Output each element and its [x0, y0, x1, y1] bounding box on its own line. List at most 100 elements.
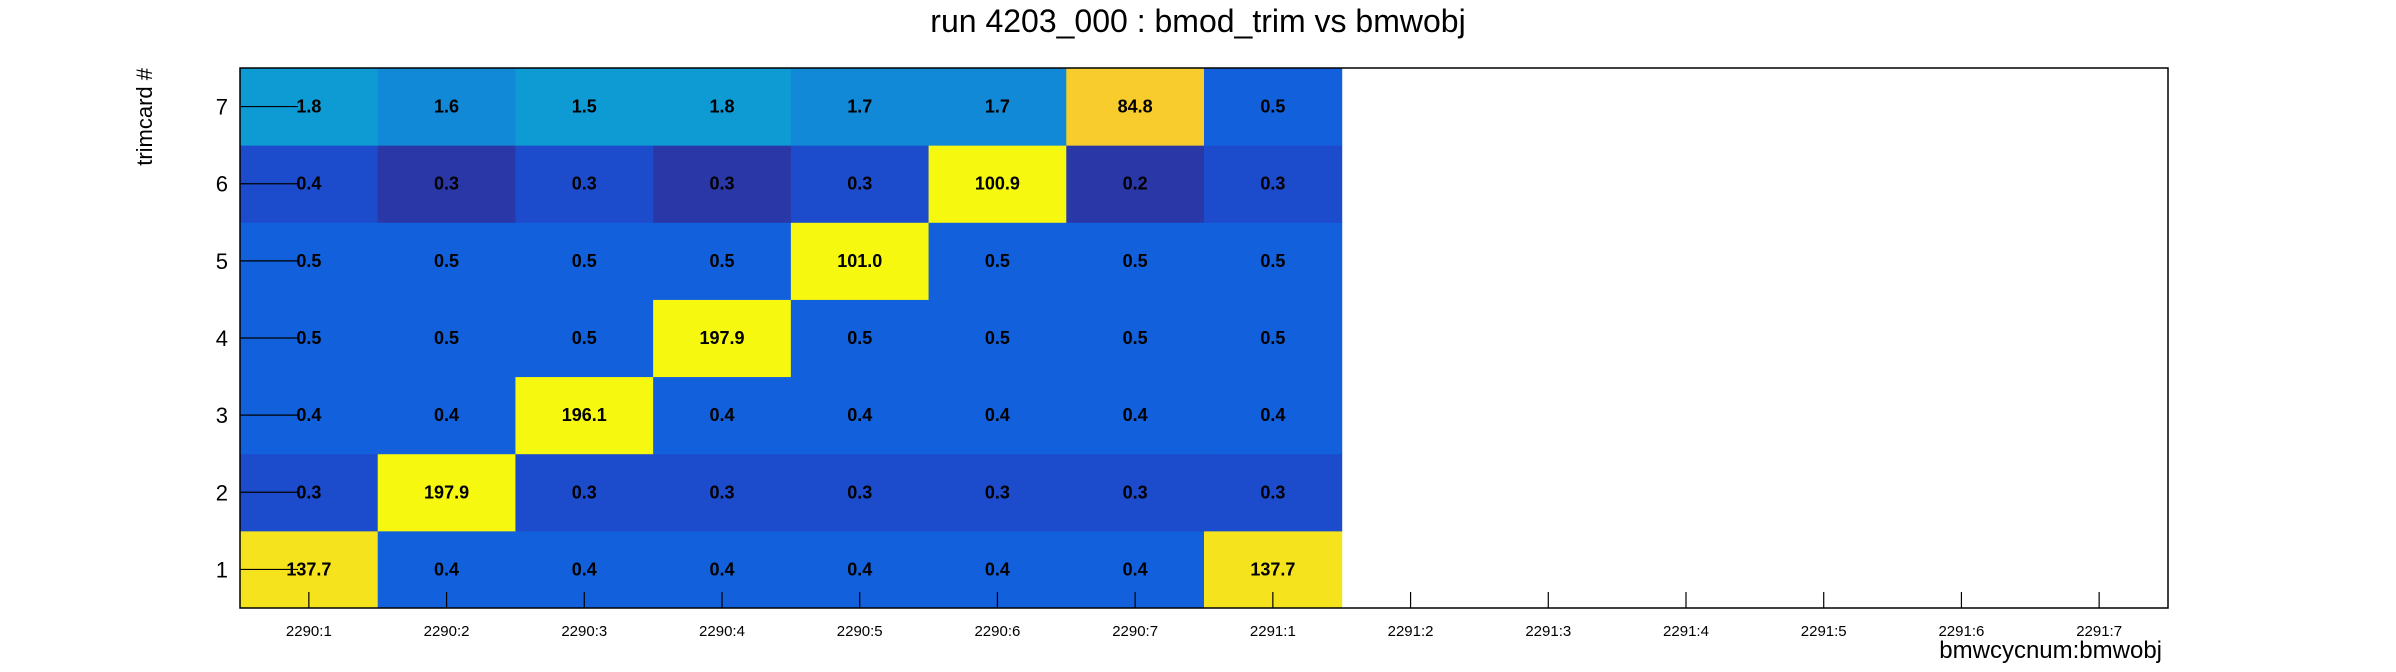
- heatmap-cell: [928, 453, 1067, 532]
- heatmap-cell: [653, 145, 792, 223]
- cell-value-label: 0.4: [847, 559, 872, 579]
- cell-value-label: 0.4: [296, 405, 321, 425]
- cell-value-label: 0.4: [709, 405, 734, 425]
- cell-value-label: 1.5: [572, 97, 597, 117]
- heatmap-cell: [515, 453, 654, 532]
- x-tick-label: 2290:2: [424, 623, 470, 640]
- heatmap-cell: [377, 68, 516, 146]
- cell-value-label: 0.3: [1260, 174, 1285, 194]
- cell-value-label: 0.4: [434, 405, 459, 425]
- heatmap-cell: [790, 453, 930, 532]
- x-tick-label: 2291:5: [1801, 623, 1847, 640]
- heatmap-cell: [1204, 453, 1343, 532]
- heatmap-cell: [1204, 68, 1343, 146]
- cell-value-label: 1.7: [985, 97, 1010, 117]
- cell-value-label: 0.4: [1123, 405, 1148, 425]
- y-tick-label: 3: [216, 403, 228, 428]
- heatmap-cell: [653, 453, 792, 532]
- x-tick-label: 2291:2: [1388, 623, 1434, 640]
- cell-value-label: 101.0: [837, 251, 882, 271]
- cell-value-label: 0.4: [985, 559, 1010, 579]
- x-axis: 2290:1 2290:2 2290:3 2290:4 2290:5 2290:6 2290…: [286, 592, 2122, 640]
- heatmap-cell: [515, 299, 654, 378]
- heatmap-cell: [928, 299, 1067, 378]
- heatmap-cell: [790, 376, 930, 455]
- heatmap-cell: [515, 222, 654, 300]
- heatmap-cell: [790, 222, 930, 300]
- cell-value-label: 0.4: [709, 559, 734, 579]
- heatmap-cell: [928, 145, 1067, 223]
- cell-value-label: 0.4: [985, 405, 1010, 425]
- cell-value-label: 0.3: [572, 482, 597, 502]
- heatmap-cell: [377, 299, 516, 378]
- cell-value-label: 84.8: [1118, 97, 1153, 117]
- cell-value-label: 0.5: [1260, 97, 1285, 117]
- cell-value-label: 1.8: [709, 97, 734, 117]
- cell-value-label: 100.9: [975, 174, 1020, 194]
- cell-value-label: 0.5: [709, 251, 734, 271]
- cell-value-label: 0.3: [985, 482, 1010, 502]
- heatmap-cell: [1204, 299, 1343, 378]
- cell-value-label: 0.3: [1260, 482, 1285, 502]
- heatmap-cell: [790, 68, 930, 146]
- y-axis: 1 2 3 4 5 6 7: [216, 95, 298, 582]
- heatmap-cell: [653, 376, 792, 455]
- cell-value-label: 0.4: [572, 559, 597, 579]
- cell-value-label: 0.5: [434, 251, 459, 271]
- cell-value-label: 0.3: [709, 482, 734, 502]
- cell-value-label: 0.5: [1123, 328, 1148, 348]
- x-tick-label: 2290:1: [286, 623, 332, 640]
- cell-value-label: 0.5: [296, 328, 321, 348]
- y-tick-label: 6: [216, 172, 228, 197]
- cell-value-label: 0.5: [572, 251, 597, 271]
- cell-value-label: 0.2: [1123, 174, 1148, 194]
- cell-value-label: 0.5: [296, 251, 321, 271]
- cell-value-label: 0.5: [847, 328, 872, 348]
- heatmap-cell: [1204, 222, 1343, 300]
- cell-value-label: 0.3: [434, 174, 459, 194]
- heatmap-cell: [1066, 299, 1205, 378]
- heatmap-cell: [790, 145, 930, 223]
- y-tick-label: 2: [216, 480, 228, 505]
- y-tick-label: 5: [216, 249, 228, 274]
- x-tick-label: 2291:6: [1938, 623, 1984, 640]
- heatmap-cell: [790, 299, 930, 378]
- cell-value-label: 0.4: [434, 559, 459, 579]
- cell-value-label: 1.7: [847, 97, 872, 117]
- heatmap-cells: [240, 68, 1343, 609]
- x-tick-label: 2290:3: [561, 623, 607, 640]
- cell-value-label: 0.3: [572, 174, 597, 194]
- heatmap-cell: [928, 222, 1067, 300]
- cell-value-label: 196.1: [562, 405, 607, 425]
- cell-value-label: 0.4: [1123, 559, 1148, 579]
- heatmap-cell: [653, 68, 792, 146]
- heatmap-cell: [377, 453, 516, 532]
- y-tick-label: 1: [216, 557, 228, 582]
- heatmap-cell: [1066, 453, 1205, 532]
- cell-value-label: 0.5: [572, 328, 597, 348]
- cell-value-label: 0.5: [434, 328, 459, 348]
- cell-value-label: 1.6: [434, 97, 459, 117]
- heatmap-cell: [515, 145, 654, 223]
- heatmap-cell: [653, 222, 792, 300]
- y-tick-label: 4: [216, 326, 228, 351]
- heatmap-cell: [1204, 376, 1343, 455]
- heatmap-cell-labels: 137.7 0.4 0.4 0.4 0.4 0.4 0.4 137.7 0.3 197.9 0.3 0…: [286, 97, 1295, 580]
- heatmap-cell: [377, 222, 516, 300]
- cell-value-label: 0.5: [1123, 251, 1148, 271]
- cell-value-label: 1.8: [296, 97, 321, 117]
- heatmap-cell: [653, 299, 792, 378]
- x-tick-label: 2290:5: [837, 623, 883, 640]
- cell-value-label: 0.4: [296, 174, 321, 194]
- cell-value-label: 0.5: [985, 251, 1010, 271]
- cell-value-label: 0.3: [847, 482, 872, 502]
- heatmap-cell: [928, 376, 1067, 455]
- heatmap-cell: [515, 376, 654, 455]
- heatmap-cell: [1066, 376, 1205, 455]
- cell-value-label: 0.4: [847, 405, 872, 425]
- x-tick-label: 2290:4: [699, 623, 745, 640]
- cell-value-label: 0.3: [709, 174, 734, 194]
- cell-value-label: 0.5: [1260, 251, 1285, 271]
- heatmap-cell: [377, 145, 516, 223]
